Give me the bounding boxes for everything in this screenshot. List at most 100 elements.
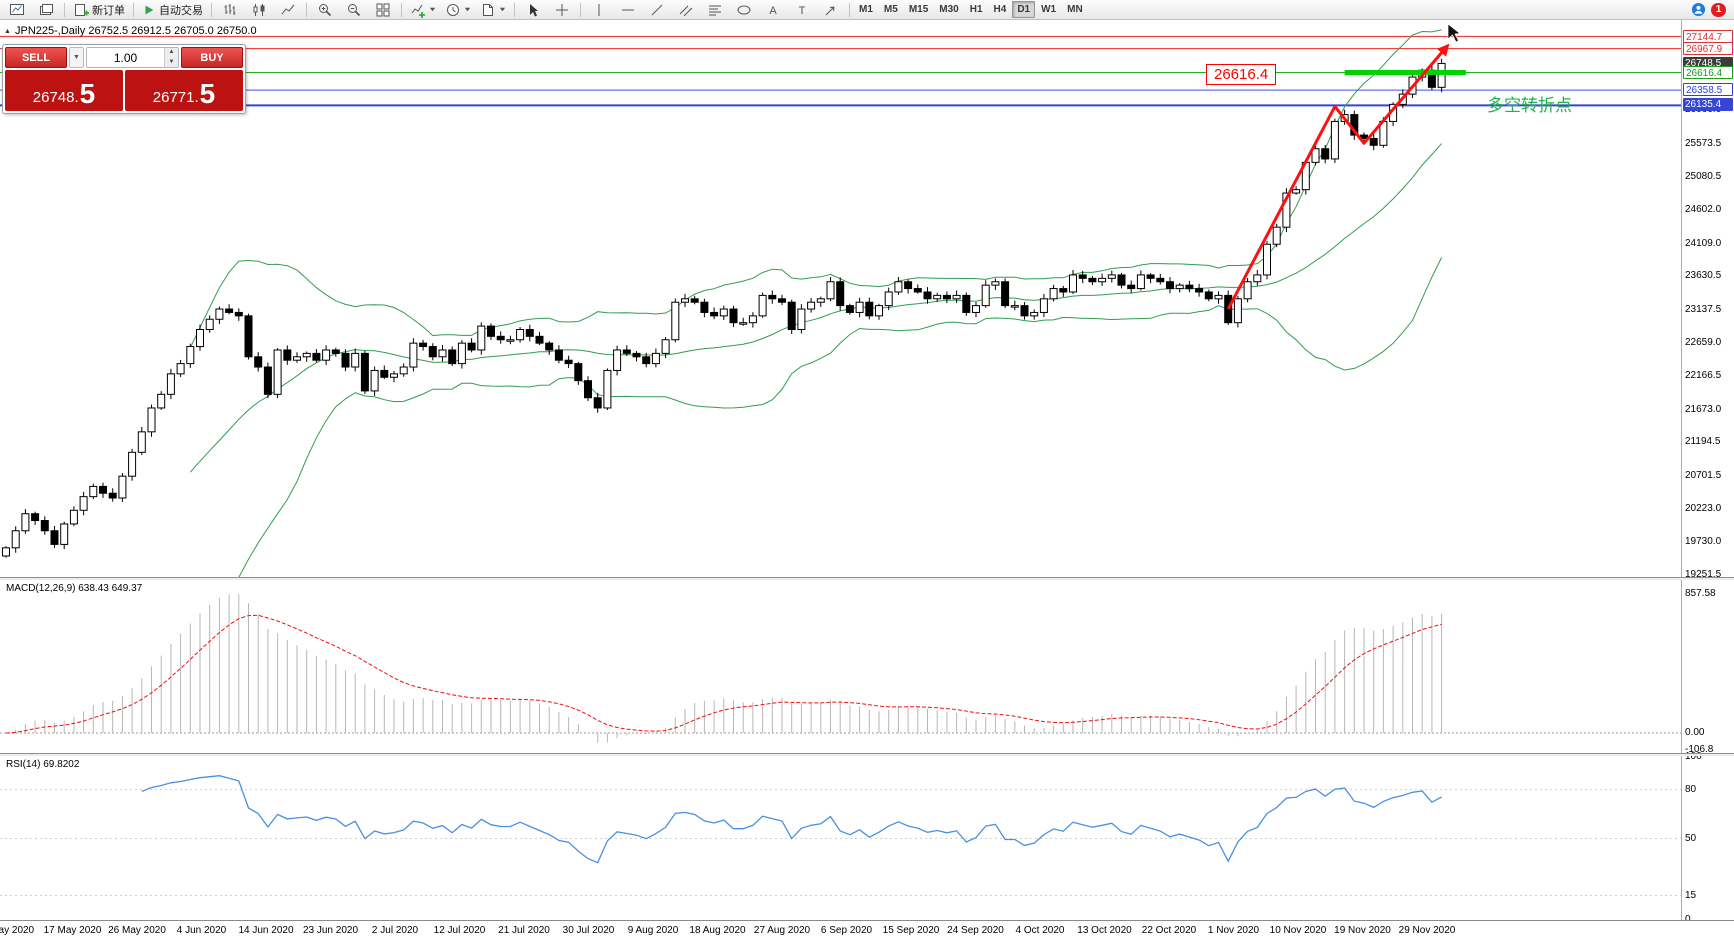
text-icon: A bbox=[769, 5, 777, 17]
candle-chart-type-button[interactable] bbox=[245, 0, 273, 19]
zoom-out-button[interactable] bbox=[340, 0, 368, 19]
price-axis-tick: 25573.5 bbox=[1685, 137, 1722, 149]
toolbar-separator bbox=[401, 2, 402, 17]
cursor-tool-button[interactable] bbox=[519, 0, 547, 19]
periods-button[interactable] bbox=[441, 0, 475, 19]
volume-down-button[interactable]: ▼ bbox=[165, 57, 178, 67]
text-tool-button[interactable]: A bbox=[759, 0, 787, 19]
rsi-axis-tick: 0 bbox=[1685, 914, 1691, 926]
volume-input[interactable] bbox=[87, 48, 164, 67]
timeframe-button-h4[interactable]: H4 bbox=[993, 4, 1007, 15]
time-axis-label: 21 Jul 2020 bbox=[498, 925, 550, 936]
autotrade-button[interactable]: 自动交易 bbox=[138, 0, 207, 19]
rsi-indicator-panel[interactable] bbox=[0, 756, 1681, 920]
macd-panel-separator[interactable] bbox=[0, 577, 1734, 580]
buy-price-big-digit: 5 bbox=[199, 78, 216, 109]
new-order-button[interactable]: 新订单 bbox=[69, 0, 129, 19]
buy-price[interactable]: 26771. 5 bbox=[125, 70, 243, 111]
vertical-line-icon bbox=[598, 3, 600, 16]
timeframe-button-w1[interactable]: W1 bbox=[1041, 4, 1057, 15]
timeframe-button-m15[interactable]: M15 bbox=[908, 4, 929, 15]
price-axis-tick: 21194.5 bbox=[1685, 436, 1721, 448]
time-axis-label: 4 Jun 2020 bbox=[176, 925, 227, 936]
zoom-out-icon bbox=[348, 3, 361, 16]
time-axis-label: 27 Aug 2020 bbox=[753, 925, 811, 936]
main-price-chart[interactable] bbox=[0, 20, 1681, 577]
arrow-tool-button[interactable] bbox=[817, 0, 845, 19]
horizontal-line-tool-button[interactable] bbox=[614, 0, 642, 19]
volume-dropdown-button[interactable]: ▼ bbox=[69, 47, 84, 68]
volume-control: ▲ ▼ bbox=[86, 47, 179, 68]
sell-price-big-digit: 5 bbox=[79, 78, 96, 109]
indicators-button[interactable] bbox=[406, 0, 440, 19]
timeframe-group: M1 M5 M15 M30 H1 H4 D1 W1 MN bbox=[854, 1, 1088, 18]
chart-profiles-button[interactable] bbox=[32, 0, 60, 19]
price-axis[interactable]: 26066.625573.525080.524602.024109.023630… bbox=[1681, 20, 1734, 942]
time-axis-label: 9 Aug 2020 bbox=[627, 925, 679, 936]
zoom-in-button[interactable] bbox=[311, 0, 339, 19]
fibonacci-icon bbox=[709, 5, 721, 15]
turning-point-note[interactable]: 多空转折点 bbox=[1487, 96, 1572, 115]
one-click-trading-panel: SELL ▼ ▲ ▼ BUY 26748. 5 26771. 5 bbox=[2, 44, 246, 114]
dropdown-caret-icon bbox=[499, 7, 506, 12]
chart-area[interactable]: ▲ JPN225-,Daily 26752.5 26912.5 26705.0 … bbox=[0, 20, 1734, 942]
cursor-icon bbox=[530, 3, 538, 16]
time-axis-label: 30 Jul 2020 bbox=[562, 925, 615, 936]
trendline-tool-button[interactable] bbox=[643, 0, 671, 19]
price-axis-tick: 22166.5 bbox=[1685, 370, 1722, 382]
toolbar-separator bbox=[849, 2, 850, 17]
notification-badge[interactable]: 1 bbox=[1711, 2, 1726, 17]
price-annotation-label[interactable]: 26616.4 bbox=[1206, 64, 1277, 85]
toolbar: 新订单 自动交易 bbox=[0, 0, 1734, 20]
rsi-panel-separator[interactable] bbox=[0, 753, 1734, 756]
timeframe-button-mn[interactable]: MN bbox=[1067, 4, 1083, 15]
channel-tool-button[interactable] bbox=[672, 0, 700, 19]
rsi-axis-tick: 15 bbox=[1685, 889, 1697, 901]
buy-button[interactable]: BUY bbox=[181, 47, 243, 68]
timeframe-button-d1[interactable]: D1 bbox=[1012, 1, 1036, 18]
tile-windows-button[interactable] bbox=[369, 0, 397, 19]
price-axis-tick: 20223.0 bbox=[1685, 502, 1722, 514]
line-chart-icon bbox=[281, 4, 295, 14]
crosshair-tool-button[interactable] bbox=[548, 0, 576, 19]
collapse-chart-icon[interactable]: ▲ bbox=[4, 28, 11, 35]
community-icon[interactable] bbox=[1691, 2, 1706, 17]
time-axis-label: 26 May 2020 bbox=[108, 925, 166, 936]
vertical-line-tool-button[interactable] bbox=[585, 0, 613, 19]
line-chart-type-button[interactable] bbox=[274, 0, 302, 19]
sell-button[interactable]: SELL bbox=[5, 47, 67, 68]
time-axis-label: 23 Jun 2020 bbox=[302, 925, 359, 936]
bar-chart-type-button[interactable] bbox=[216, 0, 244, 19]
price-axis-tick: 25080.5 bbox=[1685, 171, 1722, 183]
new-chart-button[interactable] bbox=[3, 0, 31, 19]
volume-spinner: ▲ ▼ bbox=[164, 48, 178, 67]
arrow-icon bbox=[825, 6, 835, 15]
tile-windows-icon bbox=[376, 3, 390, 16]
price-tag: 27144.7 bbox=[1683, 29, 1733, 43]
templates-button[interactable] bbox=[476, 0, 510, 19]
zoom-in-icon bbox=[319, 3, 332, 16]
price-axis-tick: 23137.5 bbox=[1685, 303, 1722, 315]
toolbar-right-cluster: 1 bbox=[1691, 2, 1731, 17]
volume-up-button[interactable]: ▲ bbox=[165, 48, 178, 58]
time-axis-label: 12 Jul 2020 bbox=[433, 925, 486, 936]
shapes-tool-button[interactable] bbox=[730, 0, 758, 19]
macd-axis-tick: -106.8 bbox=[1685, 744, 1714, 756]
rsi-label: RSI(14) 69.8202 bbox=[6, 759, 80, 770]
timeframe-button-m30[interactable]: M30 bbox=[939, 4, 959, 15]
time-axis[interactable]: 7 May 2020 17 May 2020 26 May 2020 4 Jun 20… bbox=[0, 920, 1734, 942]
rsi-axis-tick: 80 bbox=[1685, 783, 1697, 795]
timeframe-button-h1[interactable]: H1 bbox=[969, 4, 983, 15]
timeframe-button-m1[interactable]: M1 bbox=[859, 4, 873, 15]
price-axis-tick: 20701.5 bbox=[1685, 470, 1722, 482]
new-order-label: 新订单 bbox=[92, 4, 125, 17]
sell-price-main: 26748. bbox=[32, 89, 79, 106]
timeframe-button-m5[interactable]: M5 bbox=[883, 4, 898, 15]
fibonacci-tool-button[interactable] bbox=[701, 0, 729, 19]
label-tool-button[interactable]: T bbox=[788, 0, 816, 19]
sell-price[interactable]: 26748. 5 bbox=[5, 70, 123, 111]
macd-label: MACD(12,26,9) 638.43 649.37 bbox=[6, 583, 143, 594]
toolbar-separator bbox=[580, 2, 581, 17]
time-axis-label: 18 Aug 2020 bbox=[689, 925, 746, 936]
macd-indicator-panel[interactable] bbox=[0, 580, 1681, 753]
